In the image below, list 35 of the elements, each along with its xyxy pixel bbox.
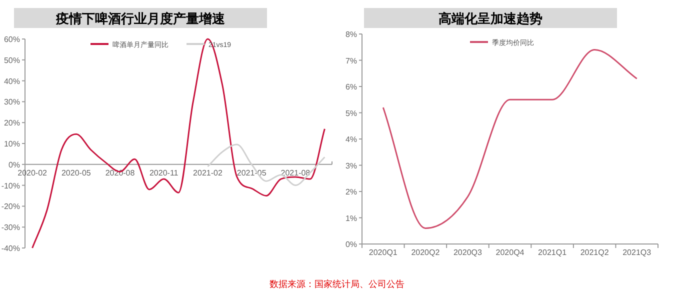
x-tick-label: 2021-05 bbox=[236, 168, 267, 178]
x-tick-label: 2020Q1 bbox=[368, 248, 398, 257]
y-tick-label: 40% bbox=[4, 76, 20, 86]
x-tick-label: 2021-02 bbox=[193, 168, 223, 178]
line-series bbox=[382, 49, 638, 229]
y-tick-label: 0% bbox=[345, 240, 357, 249]
chart-title: 疫情下啤酒行业月度产量增速 bbox=[55, 11, 226, 26]
x-tick-label: 2020-11 bbox=[150, 168, 179, 178]
y-tick-label: -10% bbox=[1, 181, 20, 190]
y-tick-label: 0% bbox=[8, 160, 20, 170]
y-tick-label: 1% bbox=[345, 214, 357, 223]
y-tick-label: 60% bbox=[4, 35, 20, 44]
y-tick-label: 30% bbox=[4, 98, 20, 107]
chart-title: 高端化呈加速趋势 bbox=[438, 11, 542, 26]
source-note: 数据来源：国家统计局、公司公告 bbox=[270, 279, 404, 289]
y-tick-label: 8% bbox=[345, 30, 357, 39]
x-tick-label: 2020-05 bbox=[61, 168, 92, 178]
y-tick-label: 3% bbox=[345, 161, 357, 170]
x-tick-label: 2020Q3 bbox=[453, 248, 482, 257]
y-tick-label: 10% bbox=[4, 140, 20, 148]
x-tick-label: 2021Q2 bbox=[580, 248, 610, 257]
y-tick-label: 50% bbox=[4, 56, 20, 65]
y-tick-label: -20% bbox=[1, 202, 20, 212]
x-tick-label: 2021Q1 bbox=[538, 248, 568, 257]
y-tick-label: -40% bbox=[1, 244, 20, 253]
y-tick-label: 7% bbox=[345, 56, 357, 66]
y-tick-label: 6% bbox=[345, 82, 357, 92]
y-tick-label: -30% bbox=[1, 223, 20, 232]
x-tick-label: 2021Q3 bbox=[622, 248, 652, 257]
y-tick-label: 2% bbox=[345, 188, 357, 196]
y-tick-label: 4% bbox=[345, 135, 357, 144]
y-tick-label: 5% bbox=[345, 108, 357, 118]
x-tick-label: 2020Q4 bbox=[496, 248, 525, 257]
x-tick-label: 2020Q2 bbox=[411, 248, 440, 257]
y-tick-label: 20% bbox=[4, 118, 20, 128]
